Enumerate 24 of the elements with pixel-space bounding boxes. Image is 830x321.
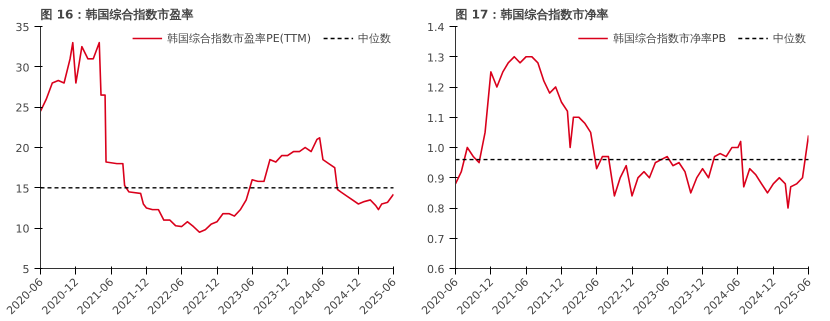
legend-label: 韩国综合指数市盈率PE(TTM) — [167, 30, 311, 46]
line-series — [40, 42, 394, 233]
y-tick-label: 0.7 — [427, 232, 445, 246]
y-tick-label: 1.3 — [427, 51, 445, 64]
y-tick-label: 1.4 — [427, 21, 445, 34]
y-tick-label: 1.2 — [427, 82, 445, 94]
legend-label: 韩国综合指数市净率PB — [612, 30, 726, 46]
y-tick-label: 0.9 — [427, 172, 445, 186]
y-tick-label: 25 — [16, 102, 30, 115]
chart-title: 图 17：韩国综合指数市净率 — [456, 8, 608, 22]
y-tick-label: 10 — [16, 222, 30, 236]
y-tick-label: 0.6 — [427, 263, 445, 276]
y-tick-label: 1.1 — [427, 112, 445, 125]
legend-label: 中位数 — [773, 30, 806, 46]
y-tick-label: 15 — [16, 182, 30, 196]
y-tick-label: 1.0 — [427, 142, 445, 155]
legend-label: 中位数 — [358, 30, 391, 46]
y-tick-label: 30 — [16, 61, 30, 74]
y-tick-label: 35 — [16, 21, 30, 34]
y-tick-label: 5 — [22, 263, 30, 276]
y-tick-label: 0.8 — [427, 202, 445, 216]
y-tick-label: 20 — [16, 142, 30, 155]
chart-title: 图 16：韩国综合指数市盈率 — [40, 8, 194, 22]
line-series — [456, 56, 808, 209]
